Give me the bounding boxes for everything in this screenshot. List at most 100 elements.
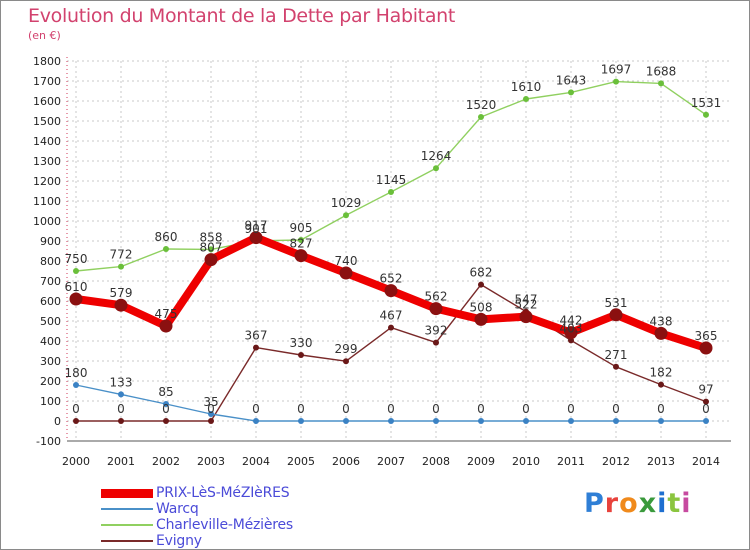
data-point [523,418,529,424]
data-point [118,391,124,398]
data-point [204,253,218,267]
data-point [253,418,259,424]
data-point [163,246,169,252]
data-point [523,96,529,102]
data-label: 365 [695,329,718,343]
data-label: 0 [252,402,260,416]
x-tick-label: 2014 [692,455,720,468]
data-label: 0 [297,402,305,416]
data-point [478,418,484,424]
data-point [298,237,304,243]
data-label: 0 [657,402,665,416]
data-point [69,292,83,306]
data-point [114,298,128,312]
data-label: 330 [290,336,313,350]
data-point [253,344,259,351]
data-label: 917 [245,219,268,233]
data-point [433,418,439,424]
data-label: 442 [560,314,583,328]
data-label: 1531 [691,96,722,110]
data-point [163,418,169,424]
x-tick-label: 2005 [287,455,315,468]
data-point [298,352,304,358]
y-tick-label: 1800 [33,55,61,68]
y-tick-label: 1000 [33,215,61,228]
legend-label: Warcq [156,501,199,517]
y-tick-label: 300 [40,355,61,368]
data-point [343,418,349,424]
data-label: 392 [425,324,448,338]
data-label: 750 [65,252,88,266]
data-label: 0 [702,402,710,416]
data-label: 1610 [511,80,542,94]
legend-swatch [101,488,153,498]
data-label: 0 [162,402,170,416]
x-tick-label: 2007 [377,455,405,468]
data-label: 271 [605,348,628,362]
y-tick-label: 700 [40,275,61,288]
logo-letter: i [657,488,668,519]
data-label: 475 [155,307,178,321]
logo-letter: P [584,488,605,519]
data-point [703,398,709,405]
data-label: 807 [200,241,223,255]
data-point [73,418,79,424]
data-point [433,339,439,346]
data-point [384,284,398,298]
legend-label: Charleville-Mézières [156,517,294,533]
data-point [343,358,349,365]
x-tick-label: 2013 [647,455,675,468]
data-label: 740 [335,254,358,268]
data-point [163,401,169,407]
data-label: 858 [200,230,223,244]
data-point [388,189,394,195]
data-label: 0 [522,402,530,416]
data-point [478,281,484,288]
logo-letter: r [604,488,620,519]
data-label: 403 [560,321,583,335]
y-tick-label: 1500 [33,115,61,128]
x-tick-label: 2006 [332,455,360,468]
data-label: 180 [65,366,88,380]
data-point [118,418,124,424]
data-point [208,411,214,417]
data-label: 367 [245,329,268,343]
data-label: 0 [567,402,575,416]
data-label: 1697 [601,63,632,77]
data-point [294,249,308,263]
y-tick-label: 1100 [33,195,61,208]
data-point [343,212,349,219]
data-point [703,111,709,118]
data-point [568,89,574,96]
x-tick-label: 2008 [422,455,450,468]
data-label: 0 [387,402,395,416]
data-label: 182 [650,366,673,380]
logo-letter: x [638,488,658,519]
data-point [73,382,79,388]
data-point [388,324,394,331]
data-point [609,308,623,322]
y-tick-label: 1700 [33,75,61,88]
data-point [429,302,443,316]
data-label: 901 [245,222,268,236]
data-label: 1643 [556,73,587,87]
data-point [519,310,533,324]
data-label: 652 [380,272,403,286]
data-point [249,231,263,245]
x-tick-label: 2009 [467,455,495,468]
data-point [613,363,619,370]
legend-swatch [101,508,153,510]
legend-swatch [101,540,153,542]
data-point [703,418,709,424]
data-label: 0 [342,402,350,416]
data-label: 0 [72,402,80,416]
data-label: 610 [65,280,88,294]
data-label: 1264 [421,149,452,163]
data-label: 579 [110,286,133,300]
data-point [478,114,484,120]
x-tick-label: 2000 [62,455,90,468]
data-point [208,246,214,253]
data-point [613,78,619,85]
data-label: 133 [110,375,133,389]
